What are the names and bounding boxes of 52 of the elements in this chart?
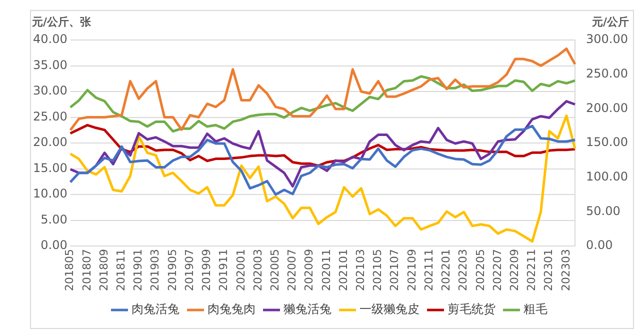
y2-tick-label: 0.00 (586, 238, 613, 252)
x-tick-label: 202003 (251, 249, 264, 292)
x-tick-label: 202011 (320, 249, 333, 292)
y-axis-title: 元/公斤、张 (31, 15, 92, 28)
x-tick-label: 202203 (456, 249, 470, 292)
x-tick-label: 201909 (200, 249, 214, 292)
y-tick-label: 20.00 (32, 135, 68, 150)
x-tick-label: 202301 (542, 249, 556, 292)
y2-tick-label: 50.00 (586, 204, 620, 218)
legend-label: 一级獭兔皮 (360, 302, 420, 316)
x-tick-label: 201907 (182, 249, 196, 292)
x-tick-label: 202005 (268, 249, 282, 292)
legend-label: 獭兔活兔 (284, 302, 332, 316)
x-tick-label: 202207 (490, 249, 504, 292)
x-tick-label: 201911 (217, 249, 230, 292)
x-tick-label: 202109 (405, 249, 418, 292)
x-tick-label: 202211 (525, 249, 538, 292)
x-tick-label: 202103 (354, 249, 368, 292)
x-tick-label: 201811 (114, 249, 128, 292)
x-tick-label: 202001 (234, 249, 248, 292)
x-tick-label: 201901 (132, 249, 145, 292)
legend-label: 肉兔活兔 (132, 302, 180, 316)
x-tick-label: 202107 (388, 249, 402, 292)
y-tick-label: 15.00 (32, 160, 68, 175)
y2-tick-label: 150.00 (586, 135, 628, 150)
x-tick-label: 201809 (97, 249, 110, 292)
x-tick-label: 202101 (336, 249, 350, 292)
legend-label: 肉兔兔肉 (208, 302, 256, 316)
y2-tick-label: 100.00 (586, 169, 628, 184)
y-tick-label: 10.00 (32, 186, 68, 201)
legend-label: 粗毛 (524, 302, 548, 316)
x-tick-label: 201903 (148, 249, 162, 292)
y2-tick-label: 250.00 (586, 66, 628, 80)
y-tick-label: 5.00 (40, 212, 68, 226)
legend-label: 剪毛统货 (448, 302, 496, 316)
x-tick-label: 201807 (80, 249, 94, 292)
y-tick-label: 25.00 (32, 109, 68, 124)
y2-tick-label: 300.00 (586, 32, 628, 46)
x-tick-label: 202105 (371, 249, 384, 292)
x-tick-label: 202303 (559, 249, 572, 292)
y-tick-label: 30.00 (32, 84, 68, 98)
x-tick-label: 202201 (440, 249, 453, 292)
x-tick-label: 202007 (286, 249, 299, 292)
x-tick-label: 202209 (508, 249, 521, 292)
y-tick-label: 35.00 (32, 58, 68, 72)
x-tick-label: 201905 (166, 249, 179, 292)
x-tick-label: 202205 (474, 249, 487, 292)
y2-tick-label: 200.00 (586, 100, 628, 115)
y2-axis-title: 元/公斤 (590, 15, 629, 28)
x-tick-label: 202111 (422, 249, 436, 292)
y-tick-label: 40.00 (32, 32, 68, 46)
x-tick-label: 202009 (302, 249, 316, 292)
